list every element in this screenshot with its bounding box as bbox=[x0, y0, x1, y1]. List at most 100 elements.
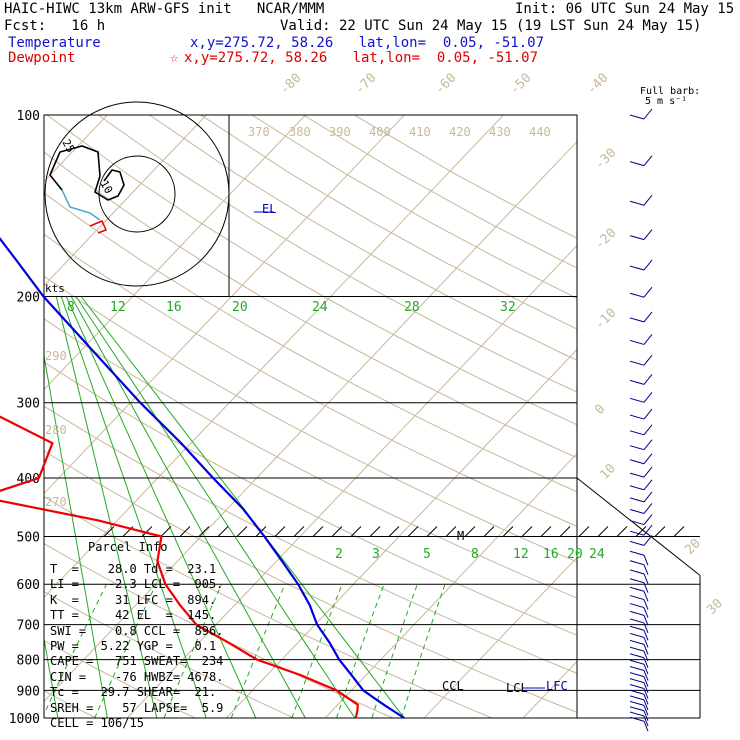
pressure-label: 200 bbox=[17, 291, 40, 306]
level-tick bbox=[635, 526, 647, 537]
isotherm-line bbox=[225, 348, 577, 718]
pressure-label: 300 bbox=[17, 397, 40, 412]
wind-barb-flag bbox=[643, 479, 653, 491]
wind-barb bbox=[629, 317, 645, 323]
mixing-ratio-line bbox=[291, 584, 343, 718]
parcel-info-row: PW = 5.22 YGP = 0.1 bbox=[50, 639, 217, 653]
wind-barb bbox=[629, 639, 645, 645]
wind-barb-flag bbox=[643, 334, 653, 345]
theta-label: 400 bbox=[369, 125, 391, 139]
wind-barb-flag bbox=[643, 676, 649, 687]
wind-barb bbox=[629, 360, 645, 366]
dry-adiabat-line bbox=[44, 496, 493, 718]
wind-barb bbox=[629, 646, 645, 652]
wind-barb-flag bbox=[643, 229, 653, 240]
isotherm-line bbox=[324, 452, 577, 718]
parcel-info-row: SREH = 57 LAPSE= 5.9 bbox=[50, 700, 224, 715]
isotherm-label: -70 bbox=[352, 71, 379, 98]
hodograph-units: kts bbox=[45, 282, 65, 295]
dry-adiabat-line bbox=[44, 590, 295, 718]
pressure-label: 500 bbox=[17, 530, 40, 545]
dry-adiabat-line bbox=[302, 115, 577, 269]
wind-barb-flag bbox=[643, 555, 649, 566]
wind-barb-flag bbox=[643, 591, 649, 602]
wind-barb-flag bbox=[643, 564, 649, 575]
wind-barb-flag bbox=[643, 650, 649, 662]
wind-barb bbox=[629, 397, 645, 403]
isotherm-label: -20 bbox=[592, 226, 619, 253]
wind-barb bbox=[629, 625, 645, 631]
level-tick bbox=[331, 526, 343, 537]
theta-label: 430 bbox=[489, 125, 511, 139]
mixing-ratio-line bbox=[400, 584, 446, 718]
wind-barb-flag bbox=[643, 259, 653, 271]
mixing-ratio-label: 12 bbox=[110, 300, 126, 315]
wind-barb bbox=[629, 235, 645, 241]
dry-adiabat-line bbox=[44, 275, 577, 563]
dry-adiabat-line bbox=[200, 115, 577, 330]
theta-label: 270 bbox=[45, 495, 67, 509]
dry-adiabat-line bbox=[46, 115, 577, 426]
hodograph-segment-mid bbox=[61, 189, 101, 221]
level-tick bbox=[217, 526, 229, 537]
wind-barb-flag bbox=[643, 670, 649, 681]
dry-adiabat-line bbox=[44, 450, 577, 713]
wind-barb-flag bbox=[643, 615, 649, 626]
level-tick bbox=[521, 526, 533, 537]
wind-barb-flag bbox=[643, 637, 649, 648]
isotherm-line bbox=[44, 115, 306, 391]
wind-barb bbox=[629, 678, 645, 684]
wind-barb bbox=[629, 339, 645, 345]
dry-adiabat-line bbox=[97, 115, 577, 393]
mixing-ratio-label: 32 bbox=[500, 300, 516, 315]
wind-barb bbox=[629, 265, 645, 271]
wind-barb-flag bbox=[643, 408, 653, 420]
wind-barb-flag bbox=[643, 607, 649, 618]
wind-barb bbox=[629, 578, 645, 584]
mixing-ratio-label: 24 bbox=[312, 300, 328, 315]
theta-label: 390 bbox=[329, 125, 351, 139]
mixing-ratio-line bbox=[371, 584, 418, 718]
wind-barb bbox=[629, 379, 645, 385]
wind-barb-flag bbox=[643, 694, 649, 705]
level-tick bbox=[540, 526, 552, 537]
isotherm-line bbox=[44, 115, 207, 287]
wind-barb bbox=[629, 610, 645, 616]
level-tick bbox=[312, 526, 324, 537]
wind-barb-flag bbox=[643, 710, 649, 721]
wind-barb-flag bbox=[643, 374, 653, 385]
wind-barb-flag bbox=[643, 311, 653, 323]
plot-area bbox=[44, 115, 577, 718]
wind-barb bbox=[629, 161, 645, 167]
init-time: Init: 06 UTC Sun 24 May 15 bbox=[515, 1, 735, 17]
level-tick bbox=[293, 526, 305, 537]
level-tick bbox=[445, 526, 457, 537]
parcel-info-row: SWI = 0.8 CCL = 896. bbox=[50, 623, 224, 638]
plot-frame bbox=[43, 114, 578, 719]
level-tick bbox=[597, 526, 609, 537]
hodograph-segment-high bbox=[49, 145, 125, 201]
parcel-info-row: CAPE = 751 SWEAT= 234 bbox=[50, 654, 224, 669]
mixing-ratio-label: 28 bbox=[404, 300, 420, 315]
dewpoint-label: Dewpoint bbox=[8, 50, 76, 66]
theta-label: 410 bbox=[409, 125, 431, 139]
parcel-info-row: T = 28.0 Td = 23.1 bbox=[50, 562, 217, 576]
isotherm-line bbox=[126, 244, 577, 718]
wind-barb bbox=[629, 618, 645, 624]
isotherm-line bbox=[44, 140, 577, 703]
isotherm-line bbox=[522, 660, 577, 718]
isotherm-label: -50 bbox=[507, 71, 534, 98]
pressure-label: 100 bbox=[17, 109, 40, 124]
wind-barb-flag bbox=[643, 664, 649, 675]
dry-adiabat-line bbox=[354, 115, 577, 239]
wind-barb bbox=[629, 472, 645, 478]
parcel-info-row: CELL = 106/15 bbox=[50, 716, 144, 730]
wind-barb bbox=[629, 586, 645, 592]
hodograph-label-25: 25 bbox=[59, 137, 77, 155]
wind-barb bbox=[629, 445, 645, 451]
dry-adiabat-line bbox=[44, 233, 577, 527]
mixing-ratio-line bbox=[336, 584, 385, 718]
level-tick bbox=[236, 526, 248, 537]
wind-barb-flag bbox=[643, 108, 653, 120]
level-tick bbox=[426, 526, 438, 537]
